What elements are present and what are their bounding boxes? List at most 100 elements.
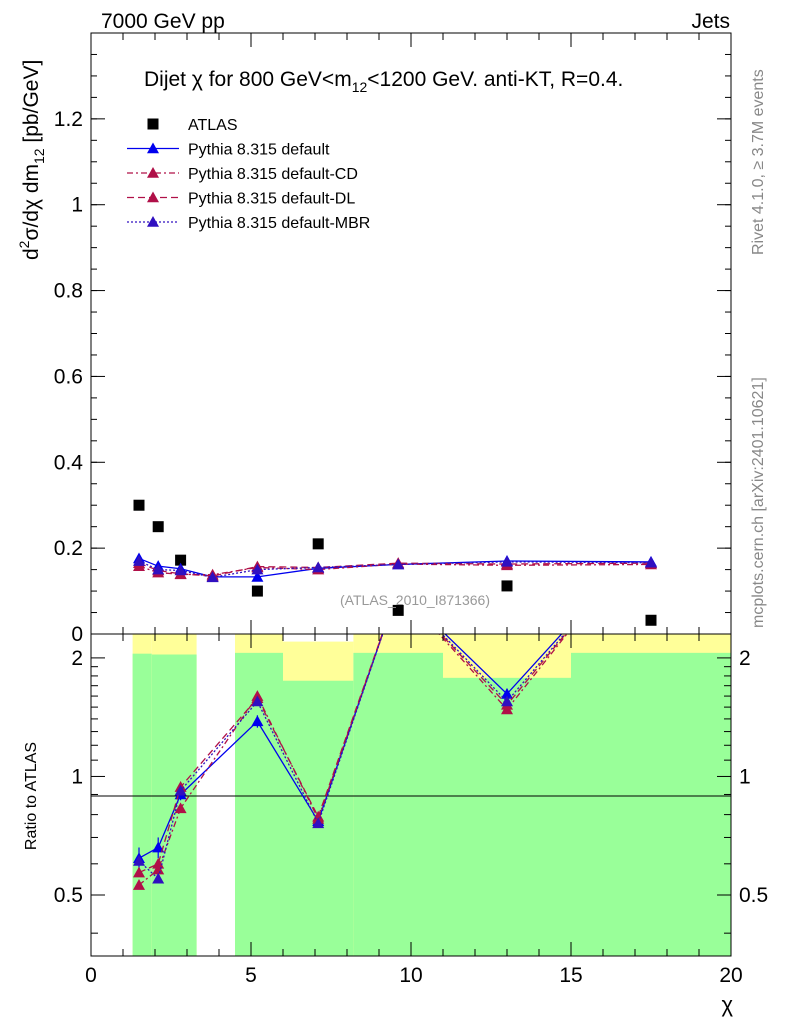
ratio-series-3 xyxy=(133,634,566,884)
ratio-panel: 0.5 0.51 12 20 5 10 15 20 Ratio to ATLAS χ xyxy=(23,633,768,1017)
legend-label: ATLAS xyxy=(188,117,238,134)
ratio-point xyxy=(152,863,165,875)
data-point xyxy=(312,561,325,573)
x-tick-label: 15 xyxy=(559,964,582,987)
ratio-series-2 xyxy=(133,634,567,878)
ratio-series xyxy=(133,634,568,890)
data-point xyxy=(175,554,187,566)
band-green xyxy=(132,653,152,956)
ratio-point xyxy=(312,817,325,829)
data-point xyxy=(152,521,164,533)
data-point xyxy=(251,570,264,582)
x-axis-label: χ xyxy=(721,992,733,1017)
ylabel-unit: [pb/GeV] xyxy=(20,60,43,149)
main-y-tick-label: 0.4 xyxy=(54,451,84,474)
ratio-y-tick-label-right: 1 xyxy=(739,765,751,788)
side-label-top: Rivet 4.1.0, ≥ 3.7M events xyxy=(750,69,767,255)
legend: ATLAS Pythia 8.315 default Pythia 8.315 de… xyxy=(127,117,370,232)
legend-marker xyxy=(147,118,159,130)
main-y-tick-label: 0.8 xyxy=(54,280,83,303)
legend-label: Pythia 8.315 default-MBR xyxy=(188,215,370,232)
data-point xyxy=(133,555,145,566)
ratio-line xyxy=(138,634,563,859)
data-point xyxy=(645,556,657,568)
ratio-y-tick-label-right: 2 xyxy=(739,647,751,670)
data-point xyxy=(174,564,187,576)
data-point xyxy=(312,538,324,550)
ratio-y-tick-label-left: 1 xyxy=(71,765,83,788)
ratio-y-axis-label: Ratio to ATLAS xyxy=(23,742,40,850)
ratio-point xyxy=(152,857,165,869)
x-tick-label: 20 xyxy=(719,964,742,987)
header-left: 7000 GeV pp xyxy=(101,10,225,33)
ratio-point xyxy=(251,695,264,707)
ratio-y-tick-label-left: 2 xyxy=(71,647,83,670)
legend-item-2: Pythia 8.315 default-CD xyxy=(127,166,358,183)
data-point xyxy=(251,585,263,597)
data-point xyxy=(251,563,264,575)
band-green xyxy=(571,652,731,956)
ratio-line xyxy=(138,634,567,874)
main-y-tick-label: 1 xyxy=(71,194,83,217)
data-point xyxy=(206,571,219,583)
main-y-axis-label: d2σ/dχ dm12 [pb/GeV] xyxy=(16,60,47,260)
ylabel-d: d xyxy=(20,248,43,260)
main-title-sub: 12 xyxy=(352,79,368,95)
band-green xyxy=(353,652,443,956)
svg-text:Dijet χ for 800 GeV<m12<1200 G: Dijet χ for 800 GeV<m12<1200 GeV. anti-K… xyxy=(144,68,623,95)
main-y-tick-label: 0.6 xyxy=(54,365,83,388)
x-tick-label: 0 xyxy=(85,964,97,987)
data-point xyxy=(392,558,405,570)
ratio-frame xyxy=(90,633,732,957)
ratio-line xyxy=(138,634,566,880)
ylabel-sup: 2 xyxy=(16,240,32,248)
main-title-a: Dijet χ for 800 GeV<m xyxy=(144,68,352,91)
ylabel-mid: σ/dχ dm xyxy=(20,164,43,241)
main-y-tick-label: 1.2 xyxy=(54,108,83,131)
main-title: Dijet χ for 800 GeV<m12<1200 GeV. anti-K… xyxy=(144,68,623,95)
side-label-bottom: mcplots.cern.ch [arXiv:2401.10621] xyxy=(750,377,767,628)
data-point xyxy=(152,563,165,575)
main-y-tick-label-zero: 0 xyxy=(71,623,83,646)
x-tick-label: 10 xyxy=(399,964,422,987)
analysis-watermark: (ATLAS_2010_I871366) xyxy=(340,592,490,608)
ratio-y-tick-label-right: 0.5 xyxy=(739,884,768,907)
series-0 xyxy=(133,499,657,626)
legend-item-1: Pythia 8.315 default xyxy=(127,142,330,159)
legend-item-0: ATLAS xyxy=(147,117,238,134)
series-4 xyxy=(133,555,657,583)
legend-marker xyxy=(147,142,159,154)
legend-marker xyxy=(147,216,159,227)
ratio-bands xyxy=(132,634,731,956)
main-ticks: 0.2 0.4 0.6 0.8 1 1.2 0 xyxy=(54,33,732,646)
legend-marker xyxy=(147,191,159,203)
legend-label: Pythia 8.315 default-DL xyxy=(188,191,355,208)
ratio-point xyxy=(501,687,513,699)
data-point xyxy=(133,499,145,511)
ratio-point xyxy=(152,841,165,853)
legend-item-4: Pythia 8.315 default-MBR xyxy=(127,215,370,232)
main-frame xyxy=(90,32,732,635)
ratio-point xyxy=(133,866,145,878)
data-point xyxy=(501,580,513,592)
main-y-tick-label: 0.2 xyxy=(54,537,83,560)
ratio-ticks: 0.5 0.51 12 20 5 10 15 20 xyxy=(54,634,768,987)
ratio-point xyxy=(501,695,513,707)
legend-label: Pythia 8.315 default-CD xyxy=(188,166,358,183)
data-point xyxy=(501,555,513,567)
ratio-point xyxy=(312,810,325,822)
ratio-point xyxy=(174,784,187,796)
header-right: Jets xyxy=(691,10,730,33)
ratio-point xyxy=(133,854,145,866)
data-point xyxy=(645,614,657,626)
ratio-y-tick-label-left: 0.5 xyxy=(54,884,83,907)
ratio-line xyxy=(138,634,568,886)
ratio-point xyxy=(251,715,264,727)
ratio-point xyxy=(133,879,145,890)
band-green xyxy=(151,654,197,956)
main-series xyxy=(133,499,657,626)
main-panel: Dijet χ for 800 GeV<m12<1200 GeV. anti-K… xyxy=(16,32,732,646)
legend-marker xyxy=(147,167,159,178)
ratio-point xyxy=(174,802,187,814)
